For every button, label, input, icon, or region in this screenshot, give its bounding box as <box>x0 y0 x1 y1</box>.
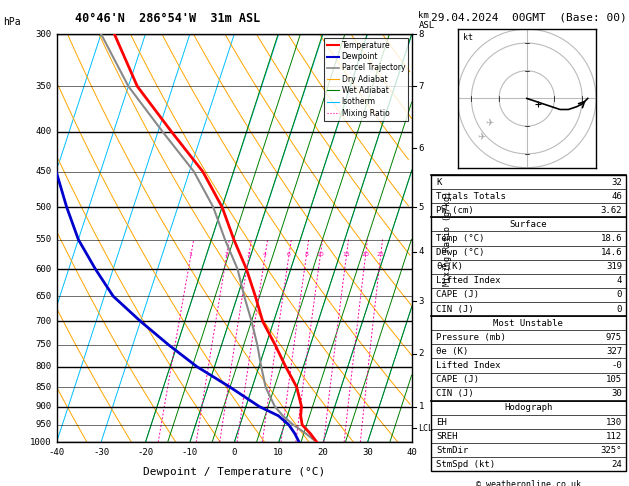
Text: © weatheronline.co.uk: © weatheronline.co.uk <box>476 480 581 486</box>
Text: -10: -10 <box>182 449 198 457</box>
Text: 130: 130 <box>606 417 622 427</box>
Text: 3: 3 <box>247 252 250 257</box>
Text: 500: 500 <box>35 203 52 212</box>
Text: 327: 327 <box>606 347 622 356</box>
Text: 0: 0 <box>231 449 237 457</box>
Text: 24: 24 <box>611 460 622 469</box>
Text: Pressure (mb): Pressure (mb) <box>436 333 506 342</box>
Text: -0: -0 <box>611 361 622 370</box>
Text: Mixing Ratio (g/kg): Mixing Ratio (g/kg) <box>443 191 452 286</box>
Text: 10: 10 <box>316 252 324 257</box>
Text: 800: 800 <box>35 362 52 371</box>
Text: 5: 5 <box>418 203 424 212</box>
Text: 300: 300 <box>35 30 52 38</box>
Text: -40: -40 <box>48 449 65 457</box>
Text: CIN (J): CIN (J) <box>436 305 474 313</box>
Text: Lifted Index: Lifted Index <box>436 361 501 370</box>
Text: 700: 700 <box>35 317 52 326</box>
Text: 750: 750 <box>35 340 52 349</box>
Text: 0: 0 <box>616 305 622 313</box>
Text: 0: 0 <box>616 291 622 299</box>
Text: CIN (J): CIN (J) <box>436 389 474 398</box>
Text: 112: 112 <box>606 432 622 441</box>
Text: Lifted Index: Lifted Index <box>436 277 501 285</box>
Text: Hodograph: Hodograph <box>504 403 552 413</box>
Text: CAPE (J): CAPE (J) <box>436 375 479 384</box>
Text: 1000: 1000 <box>30 438 52 447</box>
Text: 4: 4 <box>263 252 267 257</box>
Text: 30: 30 <box>611 389 622 398</box>
Text: 18.6: 18.6 <box>601 234 622 243</box>
Text: 105: 105 <box>606 375 622 384</box>
Text: Dewp (°C): Dewp (°C) <box>436 248 484 257</box>
Text: θe (K): θe (K) <box>436 347 468 356</box>
Text: θe(K): θe(K) <box>436 262 463 271</box>
Text: 40: 40 <box>406 449 418 457</box>
Text: ✈: ✈ <box>477 132 485 142</box>
Text: 850: 850 <box>35 382 52 392</box>
Text: 350: 350 <box>35 82 52 91</box>
Text: 32: 32 <box>611 177 622 187</box>
Text: 1: 1 <box>189 252 192 257</box>
Text: 20: 20 <box>361 252 369 257</box>
Text: 30: 30 <box>362 449 373 457</box>
Text: -20: -20 <box>137 449 153 457</box>
Text: 6: 6 <box>418 143 424 153</box>
Text: 20: 20 <box>318 449 328 457</box>
Text: 950: 950 <box>35 420 52 429</box>
Text: SREH: SREH <box>436 432 457 441</box>
Text: 46: 46 <box>611 191 622 201</box>
Text: 8: 8 <box>418 30 424 38</box>
Text: StmSpd (kt): StmSpd (kt) <box>436 460 495 469</box>
Text: LCL: LCL <box>418 424 433 433</box>
Text: 40°46'N  286°54'W  31m ASL: 40°46'N 286°54'W 31m ASL <box>75 12 261 25</box>
Text: Dewpoint / Temperature (°C): Dewpoint / Temperature (°C) <box>143 467 325 477</box>
Legend: Temperature, Dewpoint, Parcel Trajectory, Dry Adiabat, Wet Adiabat, Isotherm, Mi: Temperature, Dewpoint, Parcel Trajectory… <box>324 38 408 121</box>
Text: 29.04.2024  00GMT  (Base: 00): 29.04.2024 00GMT (Base: 00) <box>431 12 626 22</box>
Text: 400: 400 <box>35 127 52 136</box>
Text: CAPE (J): CAPE (J) <box>436 291 479 299</box>
Text: hPa: hPa <box>3 17 21 27</box>
Text: -30: -30 <box>93 449 109 457</box>
Text: ✈: ✈ <box>485 118 493 128</box>
Text: 650: 650 <box>35 292 52 301</box>
Text: 600: 600 <box>35 264 52 274</box>
Text: 2: 2 <box>418 349 424 358</box>
Text: 6: 6 <box>287 252 291 257</box>
Text: 900: 900 <box>35 402 52 411</box>
Text: 550: 550 <box>35 235 52 244</box>
Text: K: K <box>436 177 442 187</box>
Text: 14.6: 14.6 <box>601 248 622 257</box>
Text: 7: 7 <box>418 82 424 91</box>
Text: 4: 4 <box>616 277 622 285</box>
Text: EH: EH <box>436 417 447 427</box>
Text: 325°: 325° <box>601 446 622 455</box>
Text: kt: kt <box>463 33 473 42</box>
Text: Temp (°C): Temp (°C) <box>436 234 484 243</box>
Text: 3: 3 <box>418 297 424 306</box>
Text: 3.62: 3.62 <box>601 206 622 215</box>
Text: Surface: Surface <box>509 220 547 229</box>
Text: Totals Totals: Totals Totals <box>436 191 506 201</box>
Text: 10: 10 <box>274 449 284 457</box>
Text: 4: 4 <box>418 247 424 256</box>
Text: 2: 2 <box>225 252 228 257</box>
Text: 319: 319 <box>606 262 622 271</box>
Text: 25: 25 <box>377 252 384 257</box>
Text: 8: 8 <box>304 252 308 257</box>
Text: Most Unstable: Most Unstable <box>493 319 564 328</box>
Text: km
ASL: km ASL <box>418 11 435 30</box>
Text: 1: 1 <box>418 402 424 411</box>
Text: StmDir: StmDir <box>436 446 468 455</box>
Text: 15: 15 <box>342 252 350 257</box>
Text: PW (cm): PW (cm) <box>436 206 474 215</box>
Text: 450: 450 <box>35 167 52 176</box>
Text: 975: 975 <box>606 333 622 342</box>
